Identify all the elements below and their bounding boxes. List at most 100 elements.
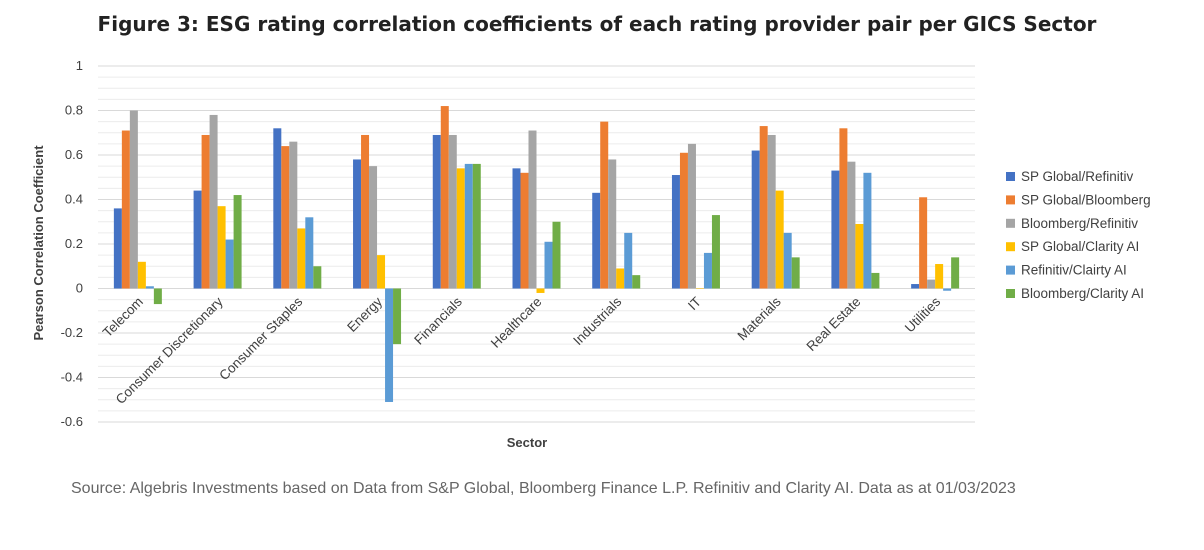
source-note: Source: Algebris Investments based on Da… <box>71 480 1016 497</box>
bar <box>703 252 712 289</box>
bar <box>145 286 154 289</box>
legend-label: Bloomberg/Refinitiv <box>1021 216 1138 231</box>
bar <box>791 257 800 289</box>
y-tick-label: -0.2 <box>61 325 83 340</box>
chart-title: Figure 3: ESG rating correlation coeffic… <box>98 12 1097 36</box>
bar <box>528 130 537 289</box>
bar <box>919 197 928 289</box>
y-tick-label: 0.6 <box>65 147 83 162</box>
bar <box>695 288 704 289</box>
legend: SP Global/Refinitiv SP Global/Bloomberg Bl… <box>1006 169 1151 301</box>
legend-label: SP Global/Clarity AI <box>1021 239 1139 254</box>
bar <box>951 257 960 289</box>
bar <box>783 232 792 289</box>
bar <box>552 221 561 289</box>
bars <box>113 106 960 402</box>
legend-swatch <box>1006 289 1015 298</box>
bar <box>624 232 633 289</box>
bar <box>297 228 306 289</box>
legend-swatch <box>1006 265 1015 275</box>
category-label: Industrials <box>570 294 624 348</box>
y-axis-title: Pearson Correlation Coefficient <box>31 145 46 341</box>
bar <box>432 134 441 289</box>
bar <box>217 206 226 289</box>
bar <box>313 266 322 289</box>
bar <box>608 159 617 289</box>
legend-label: SP Global/Bloomberg <box>1021 192 1151 207</box>
bar <box>616 268 625 289</box>
category-label: IT <box>685 294 704 313</box>
bar <box>369 166 378 289</box>
legend-swatch <box>1006 218 1015 228</box>
bar <box>273 128 282 289</box>
bar <box>775 190 784 289</box>
y-tick-label: -0.6 <box>61 414 83 429</box>
bar <box>871 272 880 289</box>
legend-swatch <box>1006 195 1015 205</box>
bar <box>536 288 545 293</box>
category-label: Consumer Staples <box>216 294 305 383</box>
bar <box>137 261 146 289</box>
bar <box>225 239 234 289</box>
bar <box>863 172 872 289</box>
bar <box>839 128 848 289</box>
bar <box>464 163 473 289</box>
bar <box>520 172 529 289</box>
bar <box>233 195 242 289</box>
bar <box>353 159 362 289</box>
y-axis-ticks: 1 0.8 0.6 0.4 0.2 0 -0.2 -0.4 -0.6 <box>61 58 83 429</box>
legend-swatch <box>1006 242 1015 252</box>
bar <box>305 217 314 289</box>
bar <box>393 288 402 345</box>
category-label: Materials <box>734 294 784 344</box>
bar <box>847 161 856 289</box>
bar <box>767 134 776 289</box>
bar <box>289 141 298 289</box>
bar <box>385 288 394 402</box>
bar <box>472 163 481 289</box>
bar <box>209 114 218 289</box>
y-tick-label: 0 <box>76 281 83 296</box>
bar <box>592 192 601 289</box>
y-tick-label: 0.8 <box>65 103 83 118</box>
bar <box>440 106 449 289</box>
x-axis-title: Sector <box>507 435 547 450</box>
bar <box>201 134 210 289</box>
bar <box>935 264 944 289</box>
bar <box>911 284 920 289</box>
y-tick-label: 0.2 <box>65 236 83 251</box>
y-tick-label: 0.4 <box>65 192 83 207</box>
legend-label: Bloomberg/Clarity AI <box>1021 286 1144 301</box>
bar <box>711 215 720 289</box>
bar <box>751 150 760 289</box>
bar <box>193 190 202 289</box>
bar <box>927 279 936 289</box>
bar <box>129 110 138 289</box>
category-label: Real Estate <box>804 294 864 354</box>
bar <box>544 241 553 289</box>
bar <box>153 288 162 305</box>
category-label: Financials <box>411 294 465 348</box>
bar <box>448 134 457 289</box>
bar <box>679 152 688 289</box>
bar <box>361 134 370 289</box>
bar <box>113 208 122 289</box>
bar <box>512 168 521 289</box>
bar <box>943 288 952 291</box>
y-tick-label: -0.4 <box>61 370 83 385</box>
bar <box>687 143 696 289</box>
bar <box>281 146 290 289</box>
legend-label: SP Global/Refinitiv <box>1021 169 1134 184</box>
legend-swatch <box>1006 172 1015 181</box>
bar <box>600 121 609 289</box>
bar <box>759 126 768 289</box>
bar <box>377 255 386 289</box>
bar <box>671 175 680 289</box>
legend-label: Refinitiv/Clairty AI <box>1021 263 1127 278</box>
bar <box>831 170 840 289</box>
bar <box>855 223 864 289</box>
bar <box>456 168 465 289</box>
bar <box>121 130 130 289</box>
bar <box>632 275 641 289</box>
